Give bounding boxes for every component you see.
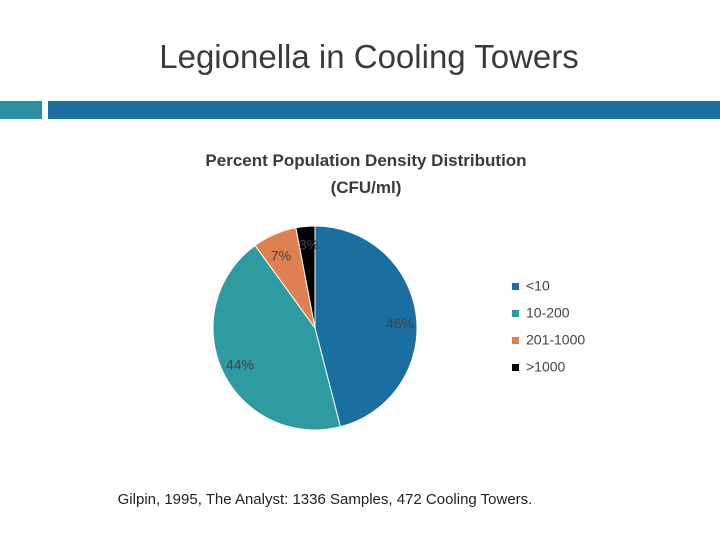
pie-slice-3: [295, 225, 316, 329]
chart-title: Percent Population Density Distribution …: [166, 147, 566, 201]
data-label-2: 7%: [271, 248, 291, 264]
chart-title-line-2: (CFU/ml): [330, 178, 402, 197]
legend-label-3: >1000: [526, 359, 566, 375]
data-label-0: 46%: [386, 316, 414, 332]
accent-bar-large: [48, 101, 720, 119]
pie-slice-1: [212, 244, 341, 431]
legend-swatch-1: [512, 310, 519, 317]
legend-label-2: 201-1000: [526, 332, 585, 348]
legend-label-1: 10-200: [526, 305, 570, 321]
legend-label-0: <10: [526, 278, 550, 294]
legend-swatch-2: [512, 337, 519, 344]
data-label-1: 44%: [226, 357, 254, 373]
slide-title: Legionella in Cooling Towers: [159, 38, 579, 75]
legend-swatch-3: [512, 364, 519, 371]
pie-slice-0: [314, 225, 418, 428]
data-label-3: 3%: [299, 237, 319, 253]
legend-swatch-0: [512, 283, 519, 290]
chart-title-line-1: Percent Population Density Distribution: [205, 151, 527, 170]
accent-bar-small: [0, 101, 42, 119]
source-caption: Gilpin, 1995, The Analyst: 1336 Samples,…: [117, 491, 533, 508]
